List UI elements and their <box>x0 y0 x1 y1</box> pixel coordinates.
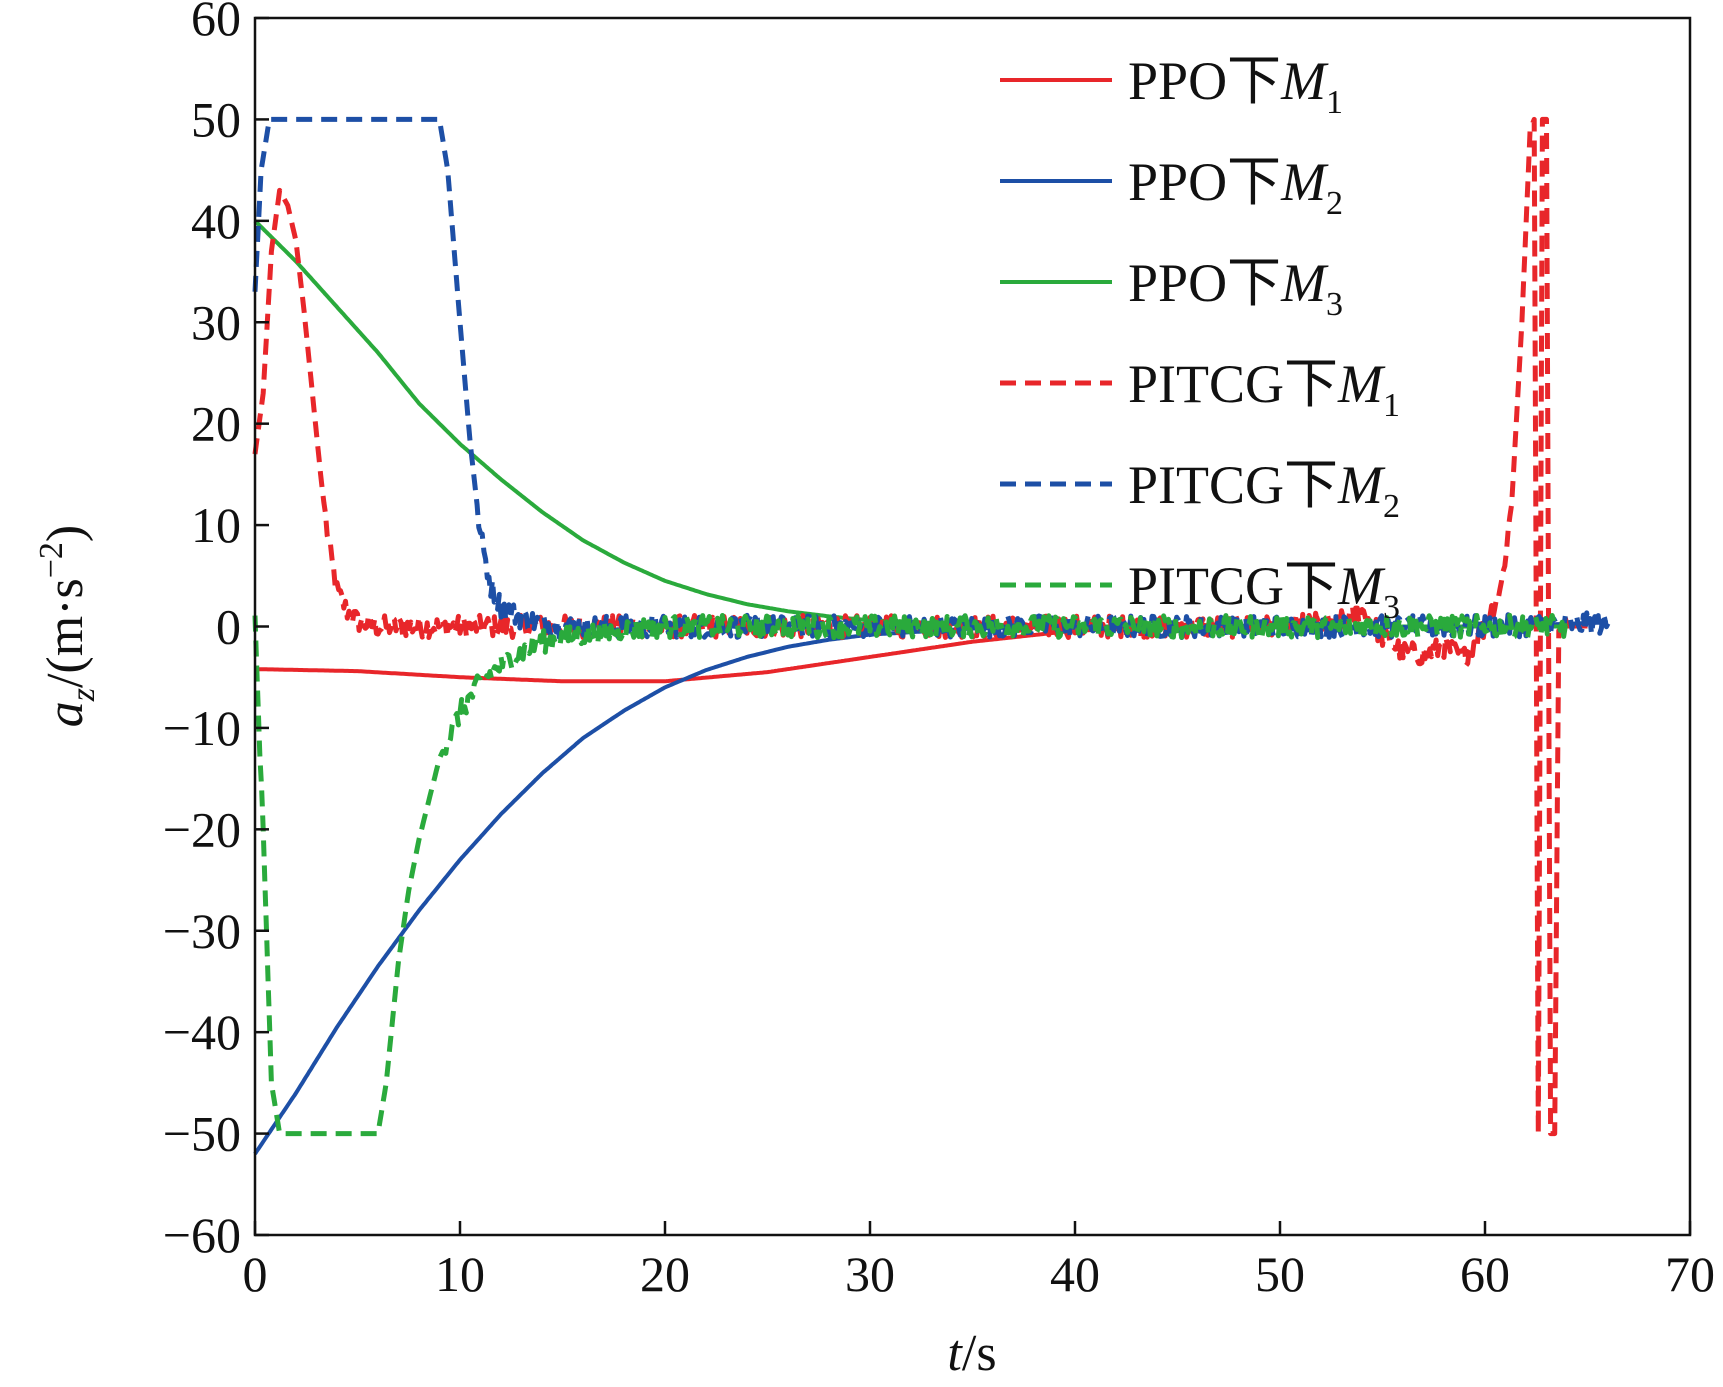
y-tick-label: 60 <box>191 0 241 46</box>
y-tick-label: 40 <box>191 193 241 249</box>
x-axis-label-unit: /s <box>962 1325 997 1382</box>
x-tick-label: 30 <box>845 1246 895 1302</box>
y-tick-label: −40 <box>163 1004 241 1060</box>
legend-label-prefix: PPO下 <box>1128 152 1281 212</box>
y-tick-label: −50 <box>163 1106 241 1162</box>
legend-label-var: M <box>1280 51 1329 111</box>
legend-label-4: PITCG下M1 <box>1128 354 1400 424</box>
y-tick-label: 50 <box>191 91 241 147</box>
y-tick-label: −20 <box>163 801 241 857</box>
legend: PPO下M1PPO下M2PPO下M3PITCG下M1PITCG下M2PITCG下… <box>1000 51 1400 626</box>
y-axis-label-unit: /(m·s <box>37 578 94 688</box>
legend-label-prefix: PPO下 <box>1128 253 1281 313</box>
legend-label-6: PITCG下M3 <box>1128 556 1400 626</box>
series-line-4 <box>252 116 1570 1137</box>
legend-label-prefix: PITCG下 <box>1128 354 1338 414</box>
y-axis-label-var: a <box>37 701 94 727</box>
x-axis-label: t/s <box>947 1325 996 1382</box>
legend-label-var: M <box>1337 354 1386 414</box>
legend-label-sub: 1 <box>1326 84 1343 121</box>
x-tick-label: 70 <box>1665 1246 1715 1302</box>
x-tick-label: 50 <box>1255 1246 1305 1302</box>
legend-label-var: M <box>1337 455 1386 515</box>
legend-label-3: PPO下M3 <box>1128 253 1343 323</box>
legend-label-sub: 1 <box>1383 387 1400 424</box>
legend-label-var: M <box>1337 556 1386 616</box>
plot-lines <box>252 116 1611 1155</box>
legend-label-var: M <box>1280 253 1329 313</box>
legend-label-sub: 3 <box>1326 286 1343 323</box>
y-tick-label: 30 <box>191 294 241 350</box>
x-tick-label: 10 <box>435 1246 485 1302</box>
legend-label-sub: 2 <box>1383 488 1400 525</box>
tick-labels: 0 10 20 30 40 50 60 70 −60 −50 −40 −30 −20 −10 0 10 20 30… <box>163 0 1715 1302</box>
y-tick-label: −10 <box>163 700 241 756</box>
y-axis-label-sub: z <box>65 688 102 702</box>
x-tick-label: 20 <box>640 1246 690 1302</box>
y-tick-label: 10 <box>191 497 241 553</box>
legend-label-sub: 3 <box>1383 589 1400 626</box>
y-tick-label: −30 <box>163 903 241 959</box>
y-axis-label: az/(m·s−2) <box>33 525 102 728</box>
legend-label-5: PITCG下M2 <box>1128 455 1400 525</box>
legend-label-prefix: PPO下 <box>1128 51 1281 111</box>
y-tick-label: 20 <box>191 396 241 452</box>
y-tick-label: −60 <box>163 1207 241 1263</box>
y-axis-label-sup: −2 <box>33 542 70 578</box>
y-axis-label-close: ) <box>37 525 94 542</box>
x-tick-label: 60 <box>1460 1246 1510 1302</box>
y-tick-label: 0 <box>216 599 241 655</box>
legend-label-sub: 2 <box>1326 185 1343 222</box>
x-tick-label: 40 <box>1050 1246 1100 1302</box>
x-tick-label: 0 <box>243 1246 268 1302</box>
legend-label-var: M <box>1280 152 1329 212</box>
legend-label-prefix: PITCG下 <box>1128 455 1338 515</box>
legend-label-prefix: PITCG下 <box>1128 556 1338 616</box>
legend-label-1: PPO下M1 <box>1128 51 1343 121</box>
ticks <box>253 16 1692 1237</box>
legend-label-2: PPO下M2 <box>1128 152 1343 222</box>
x-axis-label-var: t <box>947 1325 963 1382</box>
